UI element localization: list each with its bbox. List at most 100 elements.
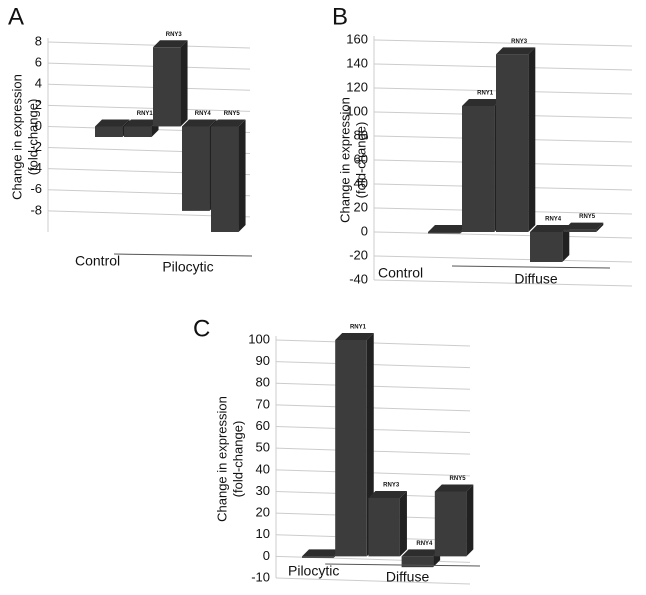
y-tick-label: 60: [256, 418, 270, 433]
group-label: Diffuse: [386, 569, 430, 585]
category-label: Control: [378, 265, 423, 281]
bar-label: RNY5: [450, 476, 467, 482]
y-tick-label: -8: [30, 202, 42, 217]
y-tick-label: 140: [346, 55, 368, 70]
grid-line: [47, 83, 251, 91]
y-tick-label: 50: [256, 440, 270, 455]
panel-label: B: [332, 3, 348, 30]
bar: [302, 549, 341, 558]
bar-side: [466, 484, 474, 557]
grid-line: [47, 104, 251, 112]
y-tick-label: -20: [349, 247, 368, 262]
y-tick-label: 100: [346, 103, 368, 118]
category-label: Control: [75, 253, 120, 269]
grid-line: [373, 255, 633, 263]
bar-front: [428, 232, 461, 234]
bar-side: [528, 47, 536, 233]
bar-label: RNY3: [166, 32, 183, 38]
category-label: Pilocytic: [288, 563, 339, 579]
y-tick-label: -4: [30, 160, 42, 175]
bar-top: [368, 490, 407, 498]
y-tick-label: 80: [256, 375, 270, 390]
bar: [434, 484, 474, 557]
bar-side: [562, 225, 570, 262]
grid-line: [373, 279, 633, 287]
bar-top: [182, 119, 217, 127]
group-label: Diffuse: [514, 271, 558, 287]
y-tick-label: 60: [354, 151, 368, 166]
y-axis-label: (fold-change): [230, 421, 245, 498]
bar: [368, 490, 407, 557]
grid-line: [275, 577, 471, 585]
bar-front: [124, 126, 152, 137]
bar-front: [211, 126, 239, 232]
y-tick-label: 6: [35, 55, 42, 70]
bar-label: RNY4: [195, 111, 212, 117]
y-axis-label: (fold-change): [353, 122, 368, 199]
bar-top: [95, 119, 130, 127]
bar-front: [368, 497, 400, 557]
bar-top: [434, 484, 474, 492]
bar-top: [428, 225, 468, 232]
y-tick-label: 80: [354, 127, 368, 142]
bar-label: RNY1: [350, 325, 367, 331]
y-tick-label: 4: [35, 76, 42, 91]
bar-top: [462, 99, 502, 106]
y-tick-label: 120: [346, 79, 368, 94]
y-tick-label: 10: [256, 526, 270, 541]
y-tick-label: 100: [248, 331, 270, 346]
bar-front: [434, 491, 467, 557]
y-tick-label: 0: [361, 223, 368, 238]
bar: [530, 225, 570, 262]
y-tick-label: 20: [256, 505, 270, 520]
y-tick-label: 70: [256, 396, 270, 411]
bar-top: [496, 47, 536, 55]
y-tick-label: 30: [256, 483, 270, 498]
bar-front: [496, 54, 529, 233]
bar-label: RNY5: [579, 214, 596, 220]
y-tick-label: 0: [263, 548, 270, 563]
bar-side: [399, 490, 407, 557]
group-line: [113, 253, 253, 257]
bar-top: [302, 549, 341, 557]
panel-label: C: [193, 315, 210, 342]
bar-top: [530, 225, 570, 232]
y-tick-label: 8: [35, 33, 42, 48]
y-axis-label: Change in expression: [9, 74, 24, 200]
y-tick-label: -40: [349, 271, 368, 286]
group-line: [325, 563, 481, 567]
bar: [401, 549, 441, 568]
bar-label: RNY3: [383, 483, 400, 489]
y-tick-label: -10: [251, 569, 270, 584]
y-tick-label: -2: [30, 139, 42, 154]
bar-label: RNY1: [477, 91, 494, 97]
bar-front: [564, 229, 597, 232]
panel-label: A: [8, 3, 24, 30]
bar-front: [335, 340, 367, 557]
grid-line: [373, 231, 633, 239]
y-axis-label: Change in expression: [337, 97, 352, 223]
bar: [428, 225, 468, 234]
bar-top: [153, 40, 188, 48]
bar-top: [564, 222, 604, 230]
y-tick-label: 90: [256, 353, 270, 368]
bar-front: [401, 556, 434, 568]
bar-top: [124, 119, 159, 127]
bar-label: RNY4: [416, 541, 433, 547]
grid-line: [47, 62, 251, 70]
grid-line: [47, 41, 251, 49]
bar-side: [180, 40, 188, 127]
y-tick-label: 20: [354, 199, 368, 214]
y-axis-label: Change in expression: [214, 396, 229, 522]
y-tick-label: -6: [30, 181, 42, 196]
bar-front: [182, 126, 210, 211]
bar-front: [153, 47, 181, 127]
bar-label: RNY5: [224, 111, 241, 117]
y-axis-label: (fold-change): [25, 99, 40, 176]
y-tick-label: 2: [35, 97, 42, 112]
bar-front: [95, 126, 123, 137]
group-line: [451, 265, 611, 269]
bar-front: [530, 232, 563, 262]
bar-front: [462, 106, 495, 232]
